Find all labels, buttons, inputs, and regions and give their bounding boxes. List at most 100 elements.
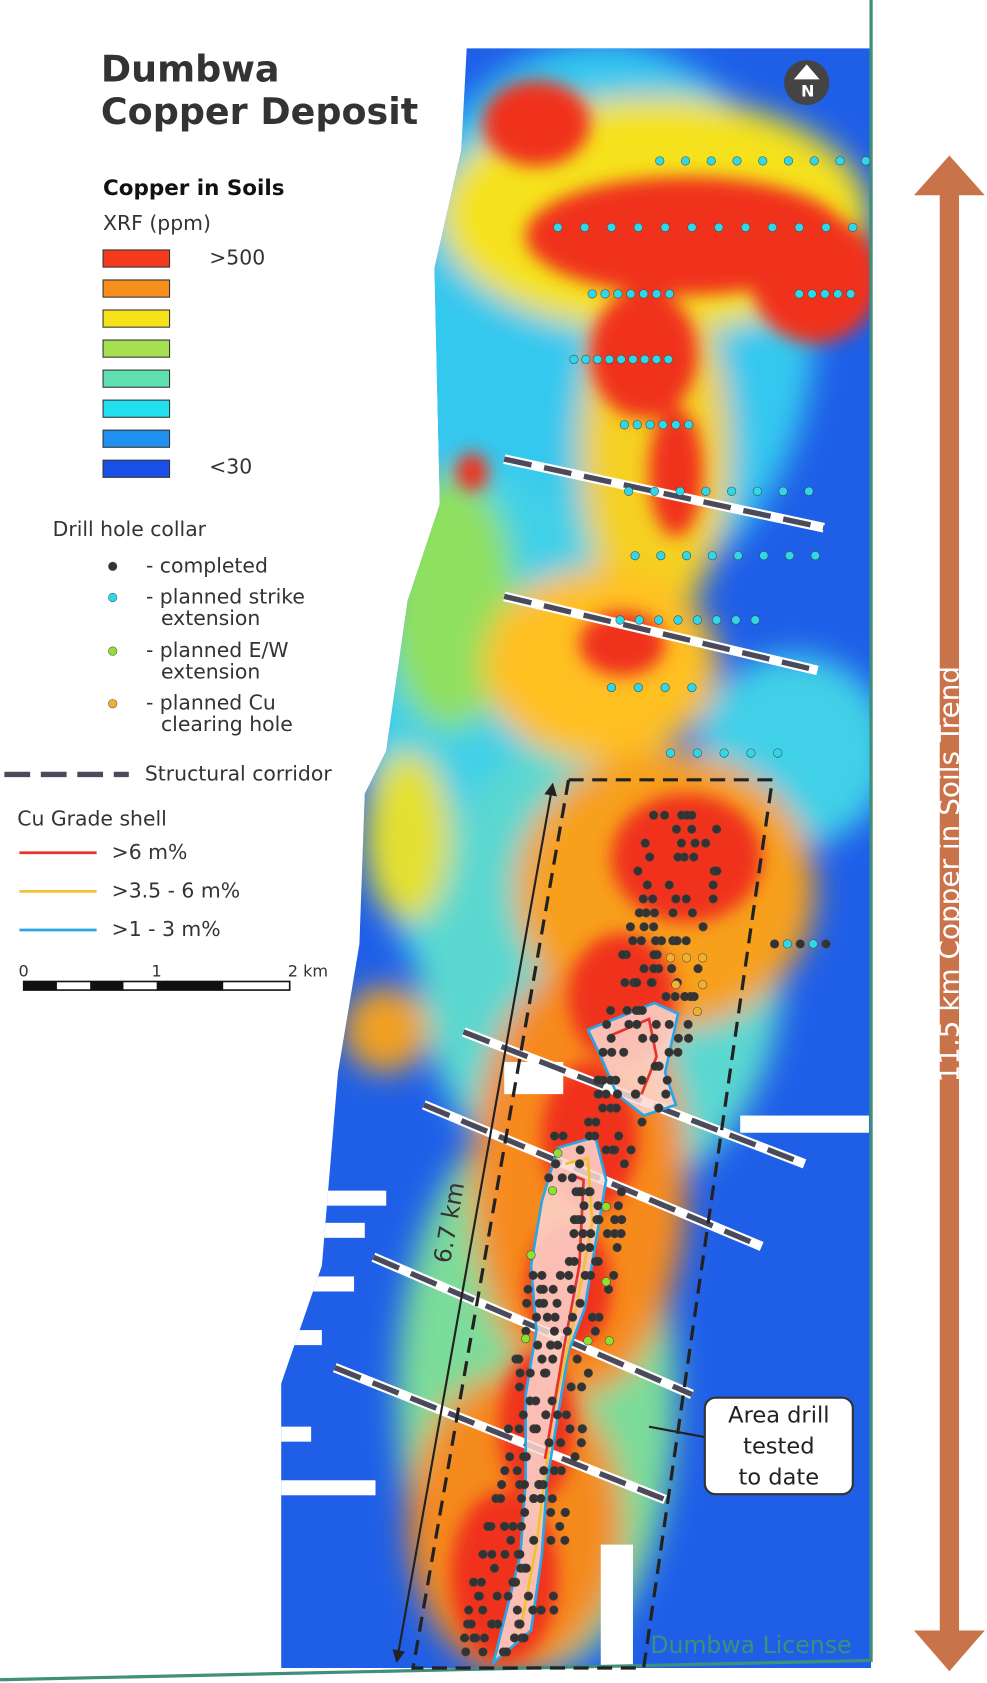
drill-hole: [670, 991, 680, 1002]
drill-hole: [732, 156, 742, 166]
drill-hole: [466, 1619, 476, 1629]
collar-swatch: [108, 592, 118, 603]
drill-hole: [692, 748, 702, 758]
drill-hole: [539, 1466, 549, 1476]
drill-hole: [784, 551, 795, 561]
drill-hole: [690, 838, 700, 848]
drill-hole: [667, 964, 677, 974]
drill-hole: [649, 922, 659, 932]
drill-hole: [540, 1368, 550, 1378]
drill-hole: [575, 1187, 585, 1197]
swatch: [102, 309, 171, 328]
drill-hole: [500, 1466, 510, 1476]
drill-hole: [671, 894, 681, 904]
drill-hole: [633, 222, 643, 232]
drill-hole: [821, 939, 831, 949]
drill-hole: [602, 1228, 612, 1239]
drill-hole: [487, 1549, 497, 1559]
drill-hole: [500, 1549, 510, 1559]
drill-hole: [649, 486, 659, 496]
drill-hole: [528, 1270, 538, 1280]
drill-hole: [821, 222, 831, 232]
collar-label: extension: [161, 660, 260, 684]
drill-hole: [576, 1438, 586, 1448]
shell-label: >1 - 3 m%: [112, 917, 221, 941]
drill-hole: [682, 810, 692, 820]
drill-hole: [687, 824, 697, 834]
drill-hole: [804, 486, 814, 496]
drill-hole: [665, 748, 676, 758]
legend-title: Copper in Soils: [103, 176, 284, 201]
drill-hole: [660, 222, 670, 232]
drill-hole: [564, 1256, 574, 1267]
drill-hole: [634, 615, 644, 625]
drill-hole: [628, 354, 638, 364]
drill-hole: [654, 1103, 664, 1113]
drill-hole: [733, 551, 743, 561]
drill-hole: [592, 354, 603, 364]
corridor-label: Structural corridor: [145, 761, 332, 785]
drill-hole: [553, 222, 563, 232]
drill-hole: [769, 939, 780, 949]
drill-hole: [639, 289, 649, 299]
drill-hole: [520, 1507, 530, 1518]
drill-hole: [650, 1061, 660, 1071]
drill-hole: [633, 866, 643, 876]
drill-hole: [546, 1507, 556, 1518]
north-label: N: [801, 82, 814, 101]
drill-hole: [602, 1019, 612, 1029]
drill-hole: [601, 1145, 611, 1155]
drill-hole: [616, 354, 626, 364]
shell-label: >3.5 - 6 m%: [112, 878, 240, 902]
drill-hole: [612, 1242, 622, 1253]
drill-hole: [664, 1019, 674, 1029]
collar-label: - planned E/W: [146, 638, 289, 662]
drill-hole: [550, 1312, 560, 1322]
drill-hole: [542, 1312, 552, 1322]
drill-hole: [486, 1619, 497, 1629]
drill-hole: [512, 1605, 522, 1615]
drill-hole: [656, 551, 666, 561]
drill-hole: [575, 1159, 585, 1169]
title: Copper Deposit: [101, 90, 418, 133]
collar-swatch: [108, 646, 118, 656]
callout-box: [703, 1396, 854, 1496]
drill-hole: [701, 838, 711, 848]
trend-arrow: [913, 155, 985, 1672]
drill-hole: [503, 1424, 514, 1434]
drill-hole: [846, 289, 856, 299]
drill-hole: [531, 1424, 541, 1434]
drill-hole: [606, 222, 617, 232]
drill-hole: [569, 1228, 579, 1239]
collar-label: clearing hole: [161, 712, 293, 736]
swatch: [102, 459, 171, 478]
drill-hole: [464, 1605, 474, 1615]
drill-hole: [578, 1228, 588, 1239]
drill-hole: [630, 1089, 640, 1099]
drill-hole: [692, 1006, 702, 1017]
drill-hole: [459, 1633, 470, 1643]
drill-hole: [687, 222, 697, 232]
drill-hole: [601, 1277, 611, 1287]
collar-label: - completed: [146, 553, 268, 577]
drill-hole: [537, 1354, 547, 1364]
drill-hole: [651, 289, 662, 299]
drill-hole: [645, 852, 655, 862]
drill-hole: [630, 551, 640, 561]
drill-hole: [660, 810, 670, 820]
drill-hole: [680, 156, 691, 166]
drill-hole: [577, 1424, 587, 1434]
drill-hole: [546, 1535, 556, 1545]
drill-hole: [556, 1438, 566, 1448]
drill-hole: [575, 1145, 585, 1155]
drill-hole: [576, 1242, 586, 1253]
drill-hole: [664, 1047, 674, 1057]
drill-hole: [783, 156, 794, 166]
soil-swatches: [102, 249, 171, 478]
drill-hole: [594, 1089, 604, 1099]
drill-hole: [671, 980, 681, 990]
drill-hole: [523, 1591, 534, 1601]
drill-hole: [552, 1298, 562, 1308]
